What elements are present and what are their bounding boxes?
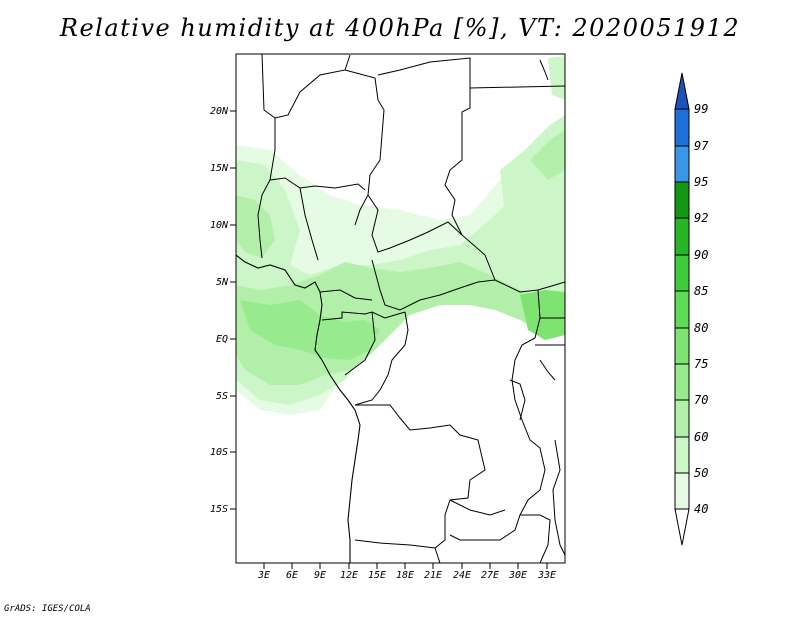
lon-tick-label: 33E <box>537 570 556 581</box>
lon-tick-label: 12E <box>340 570 358 581</box>
colorbar-top-triangle <box>674 72 690 110</box>
lat-tick-label: 10N <box>210 220 229 231</box>
humidity-field-70-75 <box>240 300 380 360</box>
lon-tick-label: 15E <box>368 570 386 581</box>
lon-tick-label: 18E <box>396 570 414 581</box>
colorbar-swatch <box>674 436 690 474</box>
lat-tick-label: 5N <box>216 277 229 288</box>
lon-tick-label: 30E <box>508 570 527 581</box>
colorbar-swatch <box>674 472 690 510</box>
humidity-field-75-80 <box>520 290 565 340</box>
grads-credit: GrADS: IGES/COLA <box>4 604 91 614</box>
lon-tick-label: 24E <box>453 570 471 581</box>
lat-axis: 20N 15N 10N 5N EQ 5S 10S 15S <box>210 106 236 515</box>
lat-tick-label: 15N <box>210 163 229 174</box>
lat-tick-label: EQ <box>216 334 228 345</box>
humidity-field-wa-coast <box>236 195 275 258</box>
colorbar: 40 50 60 70 75 80 85 90 92 95 97 99 <box>674 72 709 546</box>
colorbar-label: 90 <box>694 248 708 262</box>
lat-tick-label: 20N <box>210 106 229 117</box>
lon-axis: 3E 6E 9E 12E 15E 18E 21E 24E 27E 30E 33E <box>257 563 556 581</box>
colorbar-bottom-triangle <box>674 508 690 546</box>
colorbar-swatch <box>674 290 690 329</box>
colorbar-label: 97 <box>694 139 709 153</box>
colorbar-swatch <box>674 145 690 183</box>
colorbar-swatch <box>674 181 690 219</box>
map-frame <box>235 53 566 564</box>
lon-tick-label: 3E <box>257 570 270 581</box>
lon-tick-label: 9E <box>314 570 326 581</box>
lat-tick-label: 5S <box>216 391 228 402</box>
colorbar-label: 70 <box>694 393 708 407</box>
colorbar-label: 50 <box>694 466 708 480</box>
colorbar-label: 75 <box>694 357 708 371</box>
humidity-field-ne <box>548 56 565 100</box>
lon-tick-label: 27E <box>481 570 499 581</box>
colorbar-label: 99 <box>694 102 708 116</box>
colorbar-swatch <box>674 108 690 147</box>
colorbar-label: 92 <box>694 211 708 225</box>
colorbar-label: 80 <box>694 321 708 335</box>
colorbar-label: 40 <box>694 502 708 516</box>
lat-tick-label: 10S <box>210 447 228 458</box>
colorbar-swatch <box>674 363 690 401</box>
colorbar-label: 95 <box>694 175 708 189</box>
humidity-shading <box>236 56 565 415</box>
colorbar-swatch <box>674 399 690 438</box>
lon-tick-label: 6E <box>286 570 298 581</box>
colorbar-swatch <box>674 254 690 292</box>
colorbar-swatch <box>674 327 690 365</box>
colorbar-label: 60 <box>694 430 708 444</box>
lon-tick-label: 21E <box>424 570 442 581</box>
country-borders <box>236 54 565 563</box>
coastline-west-africa <box>236 254 361 563</box>
humidity-field-east-core <box>530 130 565 180</box>
map-title: Relative humidity at 400hPa [%], VT: 202… <box>59 14 741 42</box>
colorbar-swatch <box>674 217 690 256</box>
colorbar-label: 85 <box>694 284 708 298</box>
lat-tick-label: 15S <box>210 504 228 515</box>
